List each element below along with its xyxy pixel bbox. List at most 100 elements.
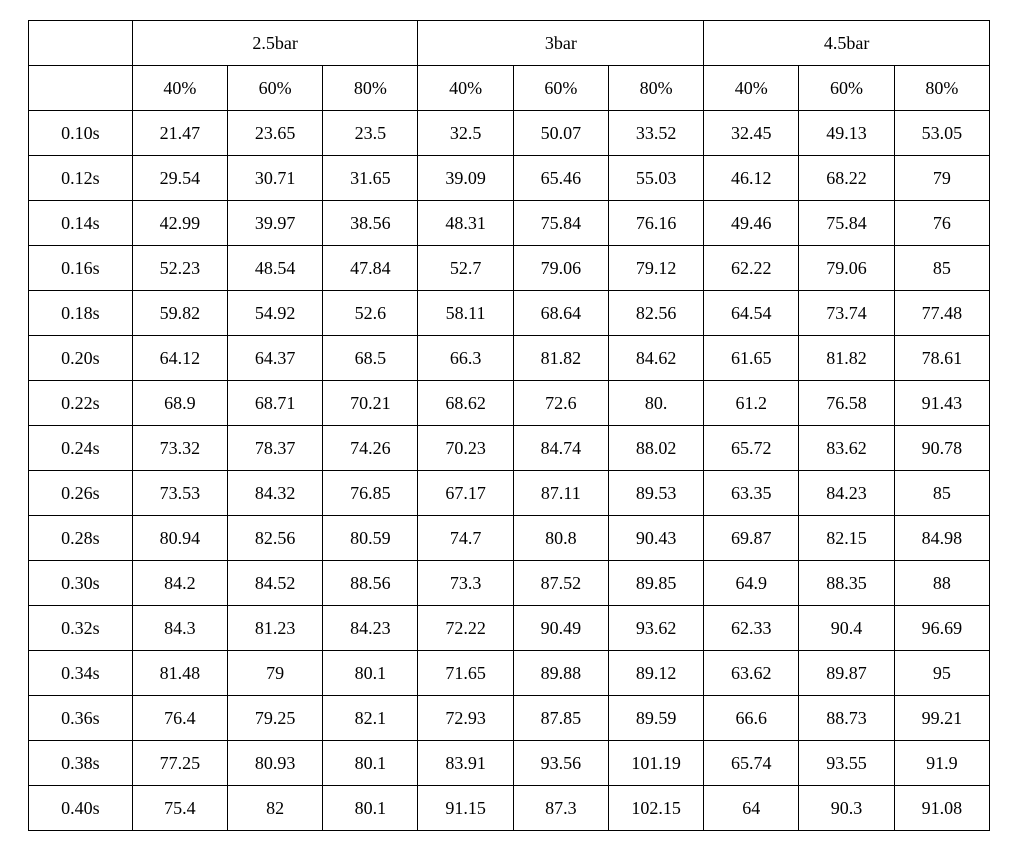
data-cell: 58.11 — [418, 291, 513, 336]
data-cell: 65.72 — [704, 426, 799, 471]
data-cell: 76.16 — [608, 201, 703, 246]
data-cell: 79.06 — [513, 246, 608, 291]
data-cell: 79 — [894, 156, 989, 201]
data-cell: 48.31 — [418, 201, 513, 246]
data-cell: 80.1 — [323, 651, 418, 696]
data-cell: 84.32 — [228, 471, 323, 516]
data-cell: 76.85 — [323, 471, 418, 516]
data-cell: 80.1 — [323, 741, 418, 786]
data-cell: 54.92 — [228, 291, 323, 336]
row-label: 0.32s — [29, 606, 133, 651]
data-cell: 67.17 — [418, 471, 513, 516]
data-cell: 87.52 — [513, 561, 608, 606]
row-label: 0.12s — [29, 156, 133, 201]
data-cell: 73.53 — [132, 471, 227, 516]
table-row: 0.20s64.1264.3768.566.381.8284.6261.6581… — [29, 336, 990, 381]
data-cell: 47.84 — [323, 246, 418, 291]
data-cell: 76.4 — [132, 696, 227, 741]
data-cell: 80.94 — [132, 516, 227, 561]
data-cell: 91.08 — [894, 786, 989, 831]
data-cell: 31.65 — [323, 156, 418, 201]
data-cell: 87.3 — [513, 786, 608, 831]
data-cell: 71.65 — [418, 651, 513, 696]
data-cell: 77.25 — [132, 741, 227, 786]
data-cell: 81.82 — [513, 336, 608, 381]
data-cell: 62.33 — [704, 606, 799, 651]
data-cell: 74.26 — [323, 426, 418, 471]
data-cell: 83.91 — [418, 741, 513, 786]
data-cell: 87.11 — [513, 471, 608, 516]
data-cell: 68.5 — [323, 336, 418, 381]
data-cell: 68.22 — [799, 156, 894, 201]
data-cell: 38.56 — [323, 201, 418, 246]
data-cell: 64.37 — [228, 336, 323, 381]
row-label: 0.18s — [29, 291, 133, 336]
row-label: 0.34s — [29, 651, 133, 696]
data-cell: 32.45 — [704, 111, 799, 156]
data-cell: 65.46 — [513, 156, 608, 201]
data-cell: 73.74 — [799, 291, 894, 336]
data-cell: 81.48 — [132, 651, 227, 696]
data-cell: 90.3 — [799, 786, 894, 831]
data-cell: 66.6 — [704, 696, 799, 741]
data-cell: 74.7 — [418, 516, 513, 561]
data-cell: 72.93 — [418, 696, 513, 741]
data-cell: 76.58 — [799, 381, 894, 426]
header-blank-top — [29, 21, 133, 66]
sub-header: 80% — [608, 66, 703, 111]
table-row: 0.40s75.48280.191.1587.3102.156490.391.0… — [29, 786, 990, 831]
table-row: 0.18s59.8254.9252.658.1168.6482.5664.547… — [29, 291, 990, 336]
header-blank-sub — [29, 66, 133, 111]
data-cell: 42.99 — [132, 201, 227, 246]
data-cell: 61.2 — [704, 381, 799, 426]
data-cell: 89.59 — [608, 696, 703, 741]
data-cell: 39.97 — [228, 201, 323, 246]
data-cell: 65.74 — [704, 741, 799, 786]
table-row: 0.14s42.9939.9738.5648.3175.8476.1649.46… — [29, 201, 990, 246]
data-cell: 82.56 — [608, 291, 703, 336]
data-cell: 89.88 — [513, 651, 608, 696]
data-cell: 90.43 — [608, 516, 703, 561]
row-label: 0.28s — [29, 516, 133, 561]
data-cell: 91.9 — [894, 741, 989, 786]
group-header: 4.5bar — [704, 21, 990, 66]
data-cell: 70.23 — [418, 426, 513, 471]
data-cell: 52.23 — [132, 246, 227, 291]
data-cell: 87.85 — [513, 696, 608, 741]
data-cell: 49.46 — [704, 201, 799, 246]
data-table: 2.5bar 3bar 4.5bar 40% 60% 80% 40% 60% 8… — [28, 20, 990, 831]
sub-header: 60% — [228, 66, 323, 111]
data-cell: 61.65 — [704, 336, 799, 381]
data-cell: 90.4 — [799, 606, 894, 651]
data-cell: 84.52 — [228, 561, 323, 606]
row-label: 0.30s — [29, 561, 133, 606]
data-cell: 81.82 — [799, 336, 894, 381]
data-cell: 68.71 — [228, 381, 323, 426]
row-label: 0.40s — [29, 786, 133, 831]
header-row-groups: 2.5bar 3bar 4.5bar — [29, 21, 990, 66]
data-cell: 73.32 — [132, 426, 227, 471]
data-cell: 68.9 — [132, 381, 227, 426]
data-cell: 88 — [894, 561, 989, 606]
table-row: 0.36s76.479.2582.172.9387.8589.5966.688.… — [29, 696, 990, 741]
table-body: 0.10s21.4723.6523.532.550.0733.5232.4549… — [29, 111, 990, 831]
data-cell: 30.71 — [228, 156, 323, 201]
row-label: 0.38s — [29, 741, 133, 786]
data-cell: 64 — [704, 786, 799, 831]
data-cell: 29.54 — [132, 156, 227, 201]
row-label: 0.20s — [29, 336, 133, 381]
row-label: 0.14s — [29, 201, 133, 246]
data-cell: 66.3 — [418, 336, 513, 381]
data-cell: 89.85 — [608, 561, 703, 606]
sub-header: 60% — [799, 66, 894, 111]
data-cell: 84.98 — [894, 516, 989, 561]
data-cell: 96.69 — [894, 606, 989, 651]
data-cell: 72.6 — [513, 381, 608, 426]
data-cell: 85 — [894, 246, 989, 291]
data-cell: 91.43 — [894, 381, 989, 426]
data-cell: 80.93 — [228, 741, 323, 786]
data-cell: 63.62 — [704, 651, 799, 696]
data-cell: 84.2 — [132, 561, 227, 606]
data-cell: 82 — [228, 786, 323, 831]
data-cell: 88.73 — [799, 696, 894, 741]
